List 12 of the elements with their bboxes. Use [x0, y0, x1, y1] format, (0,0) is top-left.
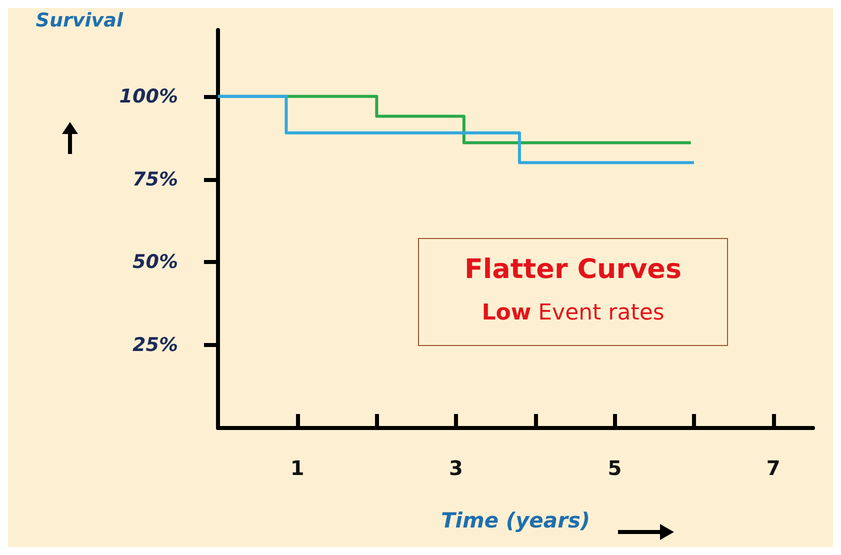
y-tick-label: 50% [132, 251, 178, 274]
annotation: Low Event rates [482, 300, 664, 326]
y-axis-title: Survival [36, 10, 124, 32]
annotation: Flatter Curves [464, 254, 682, 285]
x-axis-title: Time (years) [440, 508, 590, 532]
y-tick-label: 100% [119, 85, 178, 108]
y-tick-label: 25% [132, 334, 178, 356]
x-tick-label: 5 [608, 456, 622, 480]
y-tick-label: 75% [132, 168, 178, 190]
x-tick-label: 1 [290, 456, 304, 480]
x-tick-label: 3 [449, 456, 463, 480]
x-tick-label: 7 [766, 456, 780, 480]
